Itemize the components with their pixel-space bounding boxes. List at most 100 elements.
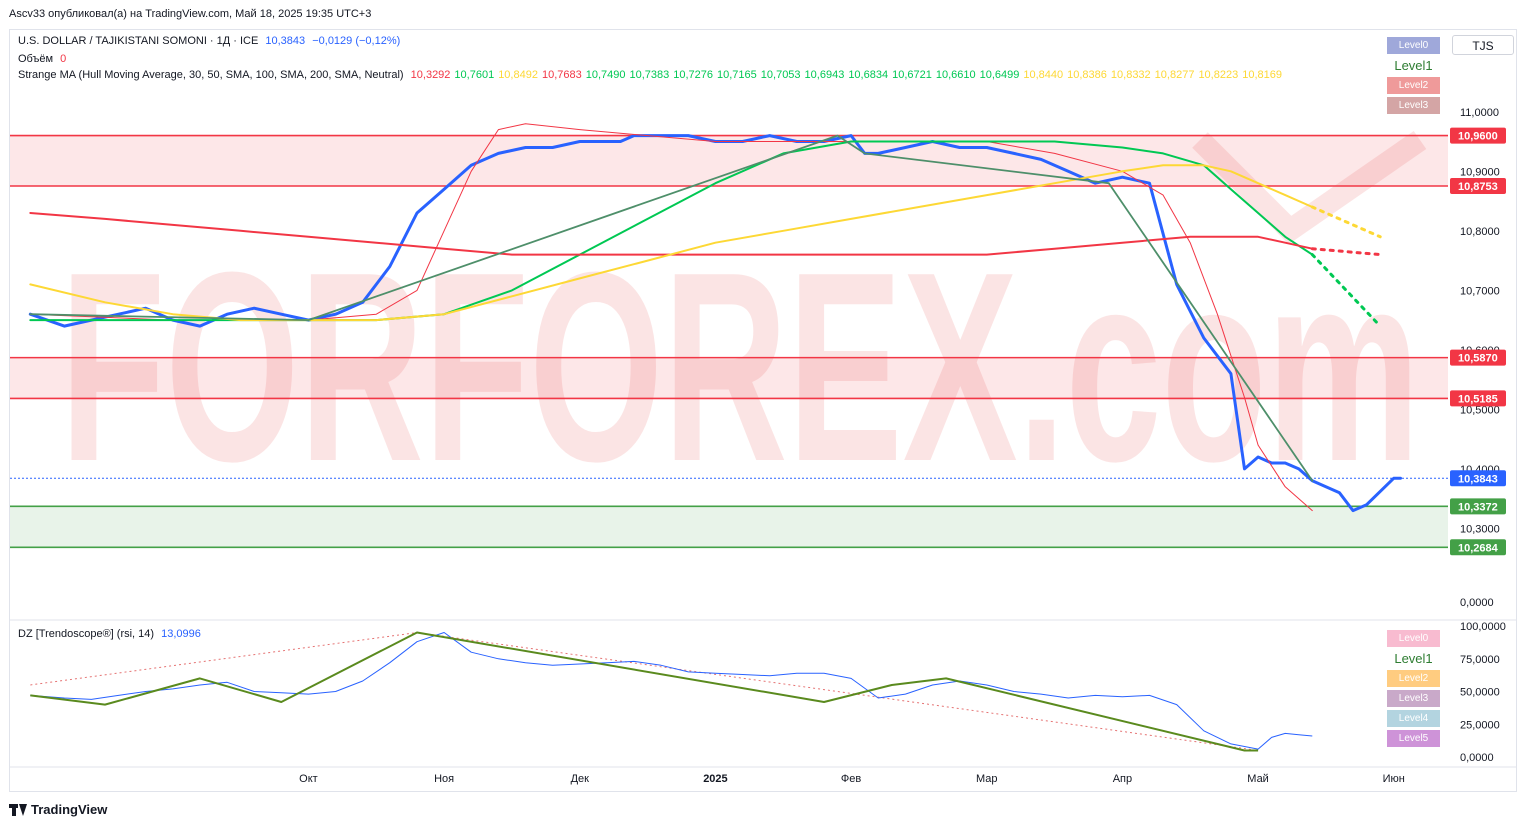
ma-value: 10,6834 [848,69,889,81]
ma-value: 10,7383 [629,69,670,81]
attribution: Ascv33 опубликовал(а) на TradingView.com… [9,8,372,20]
level-badge-level1: Level1 [1387,57,1440,74]
price-tag[interactable]: 10,5870 [1450,349,1506,366]
price-tick-label: 10,5000 [1460,404,1500,416]
legend-dz-label[interactable]: DZ [Trendoscope®] (rsi, 14) [18,628,155,640]
legend-volume-label[interactable]: Объём [18,53,54,65]
ma-value: 10,8169 [1242,69,1282,81]
rsi-tick-label: 100,0000 [1460,621,1506,633]
time-axis[interactable]: Окт Ноя Дек 2025 Фев Мар Апр Май Июн [299,773,1405,785]
price-tag-label: 10,3843 [1458,473,1498,485]
ma-value: 10,6499 [979,69,1020,81]
rsi-series-zigzag [30,631,1259,752]
price-tick-label: 10,3000 [1460,523,1500,535]
resistance-zone [10,135,1448,186]
ma-value: 10,6721 [892,69,932,81]
price-tag[interactable]: 10,3372 [1450,498,1506,515]
watermark: FORFOREX.com [60,130,1427,518]
legend-dz-value: 13,0996 [161,628,201,640]
ma-value: 10,7683 [541,69,582,81]
tradingview-brand: TradingView [31,802,108,817]
level-badge-level1: Level1 [1387,650,1440,667]
legend-ma-row: Strange MA (Hull Moving Average, 30, 50,… [18,69,1290,81]
price-zones [10,135,1448,548]
ma-value: 10,6943 [804,69,845,81]
price-tag-label: 10,8753 [1458,181,1498,193]
level-badge-level0: Level0 [1387,37,1440,54]
price-tick-label: 10,8000 [1460,226,1500,238]
ma-value: 10,7165 [717,69,757,81]
price-lines [10,134,1448,549]
rsi-guide-down [416,632,1259,751]
price-tag-label: 10,2684 [1458,542,1499,554]
rsi-tick-label: 75,0000 [1460,654,1500,666]
price-tag[interactable]: 10,8753 [1450,177,1506,194]
time-tick-label: Ноя [434,773,454,785]
legend-symbol-row: U.S. DOLLAR / TAJIKISTANI SOMONI · 1Д · … [18,35,404,47]
time-tick-label: Окт [299,773,318,785]
ma-value: 10,8440 [1023,69,1064,81]
time-tick-label: 2025 [703,773,727,785]
legend-title[interactable]: U.S. DOLLAR / TAJIKISTANI SOMONI · 1Д · … [18,35,259,47]
level-badge-level2: Level2 [1387,77,1440,94]
series-zigzag [29,134,1314,482]
series-projection_green [1310,253,1382,328]
ma-value: 10,7276 [673,69,714,81]
rsi-tick-label: 0,0000 [1460,752,1494,764]
rsi-tick-label: 50,0000 [1460,687,1500,699]
ma-value: 10,6610 [935,69,976,81]
ma-value: 10,8223 [1198,69,1239,81]
price-axis: 11,000010,900010,800010,700010,600010,50… [1460,107,1500,609]
ma-value: 10,7053 [760,69,801,81]
watermark-text: FORFOREX.com [60,217,1420,518]
rsi-series-rsi [30,632,1313,750]
tradingview-logo-icon [9,803,27,816]
legend-dz-row: DZ [Trendoscope®] (rsi, 14) 13,0996 [18,628,205,640]
series-sma_200 [29,212,1314,256]
price-tag[interactable]: 10,9600 [1450,127,1506,144]
legend-volume-row: Объём 0 [18,53,70,65]
legend-price: 10,3843 [265,35,306,47]
time-tick-label: Май [1247,773,1269,785]
price-tags: 10,9600 10,8753 10,5870 10,5185 10,3843 10,33… [1450,127,1506,556]
level-badge-level0: Level0 [1387,630,1440,647]
symbol-button[interactable]: TJS [1452,35,1514,55]
time-tick-label: Мар [976,773,998,785]
price-tag-bg [1450,539,1506,556]
price-tag-bg [1450,390,1506,407]
ma-value: 10,7601 [454,69,495,81]
legend-change: −0,0129 (−0,12%) [312,35,401,47]
price-tick-label: 10,9000 [1460,166,1500,178]
legend-ma-label[interactable]: Strange MA (Hull Moving Average, 30, 50,… [18,69,404,81]
ma-value: 10,3292 [410,69,451,81]
level-badge-level4: Level4 [1387,710,1440,727]
ma-value: 10,7490 [585,69,626,81]
ma-value: 10,8386 [1067,69,1107,81]
price-tag-bg [1450,498,1506,515]
level-badge-level3: Level3 [1387,690,1440,707]
time-tick-label: Фев [841,773,861,785]
price-zero-label: 0,0000 [1460,597,1494,609]
series-projection_red [1310,247,1382,257]
legend-ma-values: 10,3292 10,7601 10,8492 10,7683 10,7490 10,73… [411,69,1286,81]
level-badge-level2: Level2 [1387,670,1440,687]
rsi-axis: 100,0000 75,0000 50,0000 25,0000 0,0000 [1460,621,1506,764]
watermark-arrow-icon [1192,130,1427,245]
price-tag[interactable]: 10,5185 [1450,390,1506,407]
price-series [28,123,1402,513]
support-zone [10,506,1448,548]
level-badge-level5: Level5 [1387,730,1440,747]
series-projection_yellow [1310,205,1382,239]
rsi-guide-up [30,632,418,686]
price-tag[interactable]: 10,2684 [1450,539,1506,556]
price-tick-label: 11,0000 [1460,107,1499,119]
price-tick-label: 10,7000 [1460,285,1500,297]
tradingview-logo[interactable]: TradingView [9,802,107,817]
price-tag[interactable]: 10,3843 [1450,470,1506,487]
price-tag-bg [1450,177,1506,194]
ma-value: 10,8332 [1110,69,1151,81]
level-badge-level3: Level3 [1387,97,1440,114]
mid-zone [10,357,1448,399]
ma-value: 10,8277 [1154,69,1195,81]
